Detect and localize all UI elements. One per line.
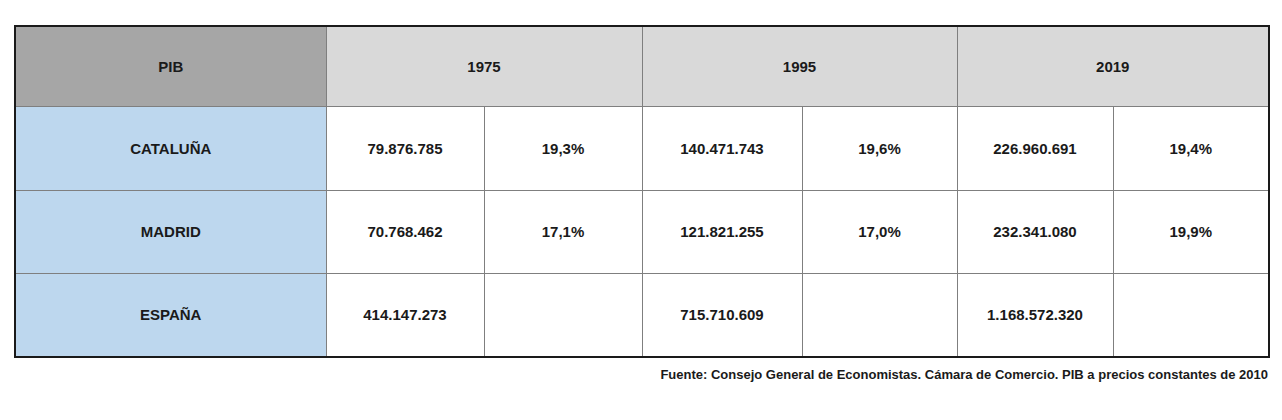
table-row-cataluna: CATALUÑA 79.876.785 19,3% 140.471.743 19… [15, 106, 1269, 190]
pib-value-cell: 226.960.691 [957, 106, 1113, 190]
corner-header-pib: PIB [15, 26, 326, 106]
share-pct-cell: 19,9% [1113, 190, 1269, 273]
pib-value-cell: 232.341.080 [957, 190, 1113, 273]
row-label-madrid: MADRID [15, 190, 326, 273]
row-label-cataluna: CATALUÑA [15, 106, 326, 190]
table-header-row: PIB 1975 1995 2019 [15, 26, 1269, 106]
pib-table: PIB 1975 1995 2019 CATALUÑA 79.876.785 1… [14, 25, 1270, 358]
pib-value-cell: 1.168.572.320 [957, 273, 1113, 357]
year-header-1995: 1995 [642, 26, 957, 106]
share-pct-cell: 19,3% [484, 106, 642, 190]
pib-value-cell: 70.768.462 [326, 190, 484, 273]
share-pct-cell: 17,1% [484, 190, 642, 273]
source-note: Fuente: Consejo General de Economistas. … [14, 367, 1268, 382]
share-pct-cell: 19,6% [802, 106, 957, 190]
pib-value-cell: 715.710.609 [642, 273, 802, 357]
share-pct-cell [484, 273, 642, 357]
pib-value-cell: 140.471.743 [642, 106, 802, 190]
year-header-1975: 1975 [326, 26, 642, 106]
pib-value-cell: 414.147.273 [326, 273, 484, 357]
table-row-madrid: MADRID 70.768.462 17,1% 121.821.255 17,0… [15, 190, 1269, 273]
year-header-2019: 2019 [957, 26, 1269, 106]
page: PIB 1975 1995 2019 CATALUÑA 79.876.785 1… [0, 0, 1282, 420]
row-label-espana: ESPAÑA [15, 273, 326, 357]
pib-value-cell: 121.821.255 [642, 190, 802, 273]
share-pct-cell [1113, 273, 1269, 357]
share-pct-cell: 17,0% [802, 190, 957, 273]
table-row-espana: ESPAÑA 414.147.273 715.710.609 1.168.572… [15, 273, 1269, 357]
share-pct-cell [802, 273, 957, 357]
share-pct-cell: 19,4% [1113, 106, 1269, 190]
pib-value-cell: 79.876.785 [326, 106, 484, 190]
